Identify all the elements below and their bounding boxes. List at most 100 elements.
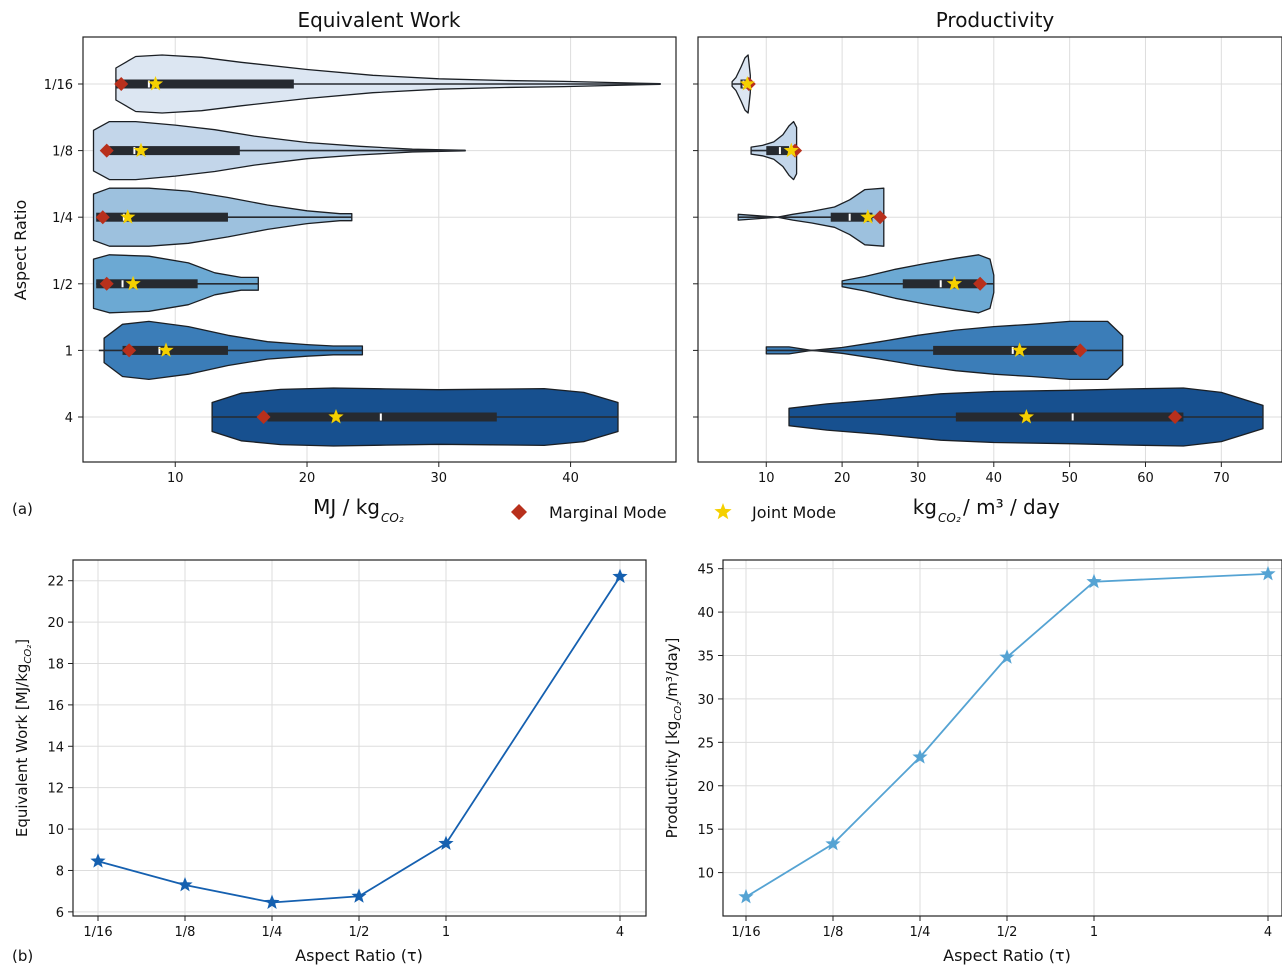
joint-mode-marker	[158, 342, 174, 357]
y-tick-label: 12	[47, 782, 64, 797]
series-point	[999, 649, 1015, 664]
series-point	[912, 749, 928, 764]
legend-joint-mode-marker	[714, 503, 732, 520]
plot-frame	[72, 559, 647, 917]
series-point	[738, 888, 754, 904]
x-axis-label-subscript: CO₂	[381, 511, 404, 525]
y-tick-label: 18	[47, 657, 64, 672]
x-tick-label: 10	[167, 471, 184, 486]
y-tick-label: 14	[47, 740, 64, 755]
marginal-mode-marker	[122, 343, 137, 358]
x-axis-label: kg	[913, 495, 937, 519]
plot-frame	[697, 36, 1282, 463]
x-tick-label: 40	[562, 471, 579, 486]
x-tick-label: 1/4	[262, 925, 283, 940]
y-tick-label: 20	[47, 616, 64, 631]
y-tick-label: 25	[697, 736, 714, 751]
series-point	[1086, 573, 1102, 589]
y-tick-label: 10	[697, 867, 714, 882]
marginal-mode-marker	[99, 276, 114, 291]
plot-frame	[722, 559, 1282, 917]
x-tick-label: 1/8	[175, 925, 196, 940]
y-tick-label: 22	[47, 575, 64, 590]
x-axis-label-subscript: CO₂	[938, 511, 961, 525]
y-tick-label: 16	[47, 699, 64, 714]
y-tick-label: 30	[697, 693, 714, 708]
equivalent-work-violin-panel: Equivalent Work Aspect Ratio MJ / kg CO₂…	[11, 8, 677, 525]
joint-mode-marker	[946, 275, 962, 291]
productivity-line-panel: Aspect Ratio (τ) Productivity [kgCO₂/m³/…	[663, 559, 1282, 965]
x-tick-label: 70	[1213, 471, 1230, 486]
y-tick-label: 1/2	[52, 278, 73, 293]
y-tick-label: 20	[697, 780, 714, 795]
joint-mode-marker	[1012, 342, 1028, 357]
violin-iqr-box	[122, 345, 228, 355]
x-tick-label: 1	[1090, 925, 1098, 940]
marginal-mode-marker	[256, 410, 271, 424]
y-tick-label: 35	[697, 650, 714, 665]
x-tick-label: 4	[616, 925, 624, 940]
series-point	[825, 835, 841, 851]
equivalent-work-line-panel: Aspect Ratio (τ) Equivalent Work [MJ/kgC…	[13, 559, 647, 965]
violin-iqr-box	[830, 212, 873, 222]
y-axis-label-end: /m³/day]	[663, 638, 681, 702]
series-point	[612, 568, 628, 583]
violin-iqr-box	[766, 146, 790, 156]
y-tick-label: 8	[56, 864, 64, 879]
chart-title: Equivalent Work	[297, 8, 460, 32]
x-axis-label: Aspect Ratio (τ)	[295, 946, 423, 965]
legend-marginal-mode-label: Marginal Mode	[549, 503, 667, 522]
joint-mode-marker	[783, 142, 799, 158]
panel-label-a: (a)	[12, 500, 33, 518]
series-line	[97, 576, 621, 904]
y-tick-label: 45	[697, 563, 714, 578]
x-tick-label: 1/4	[910, 925, 931, 940]
violin-iqr-box	[96, 212, 228, 222]
series-line	[745, 573, 1269, 898]
violin-iqr-box	[109, 146, 240, 156]
joint-mode-marker	[739, 76, 755, 91]
marginal-mode-marker	[1073, 343, 1088, 358]
chart-title: Productivity	[936, 8, 1055, 32]
y-axis-label: Equivalent Work [MJ/kgCO₂]	[13, 639, 34, 837]
y-tick-label: 1/8	[52, 145, 73, 160]
x-tick-label: 1/2	[997, 925, 1018, 940]
violin-iqr-box	[96, 279, 198, 289]
series-point	[90, 853, 106, 868]
series-point	[264, 894, 280, 909]
y-axis-label-subscript: CO₂	[23, 645, 34, 664]
panel-label-b: (b)	[12, 947, 33, 965]
x-tick-label: 10	[758, 471, 775, 486]
y-axis-label-main: Productivity [kg	[663, 721, 681, 839]
y-tick-label: 1/16	[44, 78, 73, 93]
joint-mode-marker	[133, 142, 149, 158]
marginal-mode-marker	[973, 276, 988, 291]
x-tick-label: 40	[986, 471, 1003, 486]
plot-frame	[82, 36, 677, 463]
marginal-mode-marker	[95, 210, 110, 225]
joint-mode-marker	[147, 76, 164, 91]
violin-iqr-box	[955, 412, 1184, 422]
y-tick-label: 1/4	[52, 211, 73, 226]
joint-mode-marker	[125, 275, 141, 291]
joint-mode-marker	[120, 209, 136, 224]
productivity-violin-panel: Productivity kg CO₂ / m³ / day 10 20 30 40 5…	[693, 8, 1282, 525]
series-point	[438, 835, 454, 850]
y-axis-label-main: Equivalent Work [MJ/kg	[13, 664, 31, 838]
marginal-mode-marker	[873, 210, 888, 225]
y-tick-label: 4	[65, 411, 73, 426]
y-tick-label: 40	[697, 606, 714, 621]
violin-iqr-box	[267, 412, 497, 422]
x-axis-label-units: / m³ / day	[963, 495, 1060, 519]
x-tick-label: 20	[834, 471, 851, 486]
y-tick-label: 15	[697, 823, 714, 838]
series-point	[351, 888, 367, 903]
x-tick-label: 4	[1264, 925, 1272, 940]
x-tick-label: 50	[1061, 471, 1078, 486]
x-tick-label: 60	[1137, 471, 1154, 486]
legend-joint-mode-label: Joint Mode	[751, 503, 836, 522]
joint-mode-marker	[1018, 409, 1034, 424]
marginal-mode-marker	[1168, 410, 1183, 424]
y-axis-label-end: ]	[13, 639, 31, 645]
